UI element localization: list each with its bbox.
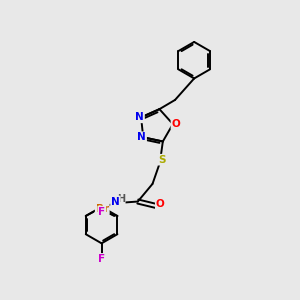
- Text: F: F: [98, 254, 105, 264]
- Text: S: S: [158, 155, 166, 165]
- Text: Br: Br: [96, 204, 109, 214]
- Text: N: N: [137, 132, 146, 142]
- Text: O: O: [156, 200, 165, 209]
- Text: H: H: [117, 194, 125, 204]
- Text: N: N: [111, 196, 120, 206]
- Text: F: F: [98, 206, 105, 217]
- Text: O: O: [171, 119, 180, 129]
- Text: N: N: [135, 112, 144, 122]
